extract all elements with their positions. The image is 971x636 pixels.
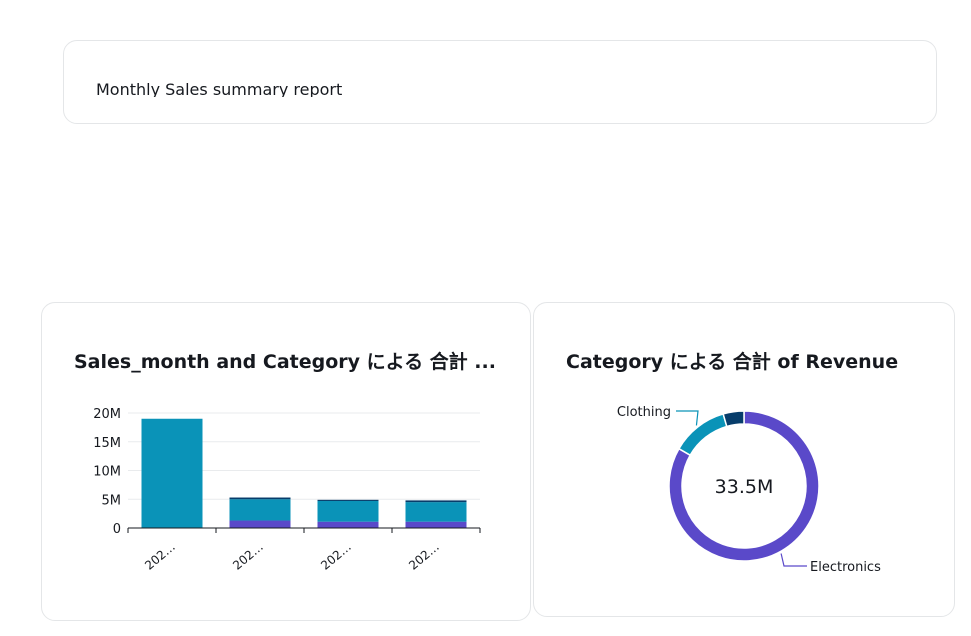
bar-segment[interactable] xyxy=(229,497,291,500)
bar-segment[interactable] xyxy=(141,418,203,528)
x-tick-label: 202… xyxy=(406,540,442,573)
leader-line xyxy=(780,553,807,567)
bar-segment[interactable] xyxy=(405,500,467,503)
bar-segment[interactable] xyxy=(229,499,291,521)
y-tick-label: 5M xyxy=(102,493,122,508)
y-tick-label: 0 xyxy=(113,522,121,537)
bar-segment[interactable] xyxy=(405,502,467,522)
bar-segment[interactable] xyxy=(317,499,379,501)
bar-segment[interactable] xyxy=(229,520,291,528)
bar-chart-card[interactable]: Sales_month and Category による 合計 ... 0 5M 1… xyxy=(41,302,531,621)
donut-slice[interactable] xyxy=(668,410,820,562)
text-widget: Monthly Sales summary report xyxy=(63,40,937,124)
donut-chart-card[interactable]: Category による 合計 of Revenue 33.5M Electron… xyxy=(533,302,955,617)
bar-segment[interactable] xyxy=(317,500,379,522)
donut-slice[interactable] xyxy=(722,410,745,428)
y-tick-label: 20M xyxy=(93,407,121,422)
x-tick-label: 202… xyxy=(230,540,266,573)
y-tick-label: 10M xyxy=(93,465,121,480)
slice-label-electronics: Electronics xyxy=(810,560,881,575)
y-tick-label: 15M xyxy=(93,436,121,451)
bar-segment[interactable] xyxy=(405,521,467,528)
bar-segment[interactable] xyxy=(317,521,379,528)
leader-line xyxy=(676,410,699,426)
donut-total-label: 33.5M xyxy=(715,476,774,498)
report-text: Monthly Sales summary report xyxy=(96,80,343,97)
x-tick-label: 202… xyxy=(318,540,354,573)
x-tick-label: 202… xyxy=(142,540,178,573)
slice-label-clothing: Clothing xyxy=(617,405,671,420)
donut-slice[interactable] xyxy=(677,413,728,457)
donut-chart: 33.5M Electronics Clothing xyxy=(617,405,881,575)
bar-chart: 0 5M 10M 15M 20M 202… 202… 202… 202… xyxy=(93,407,481,573)
